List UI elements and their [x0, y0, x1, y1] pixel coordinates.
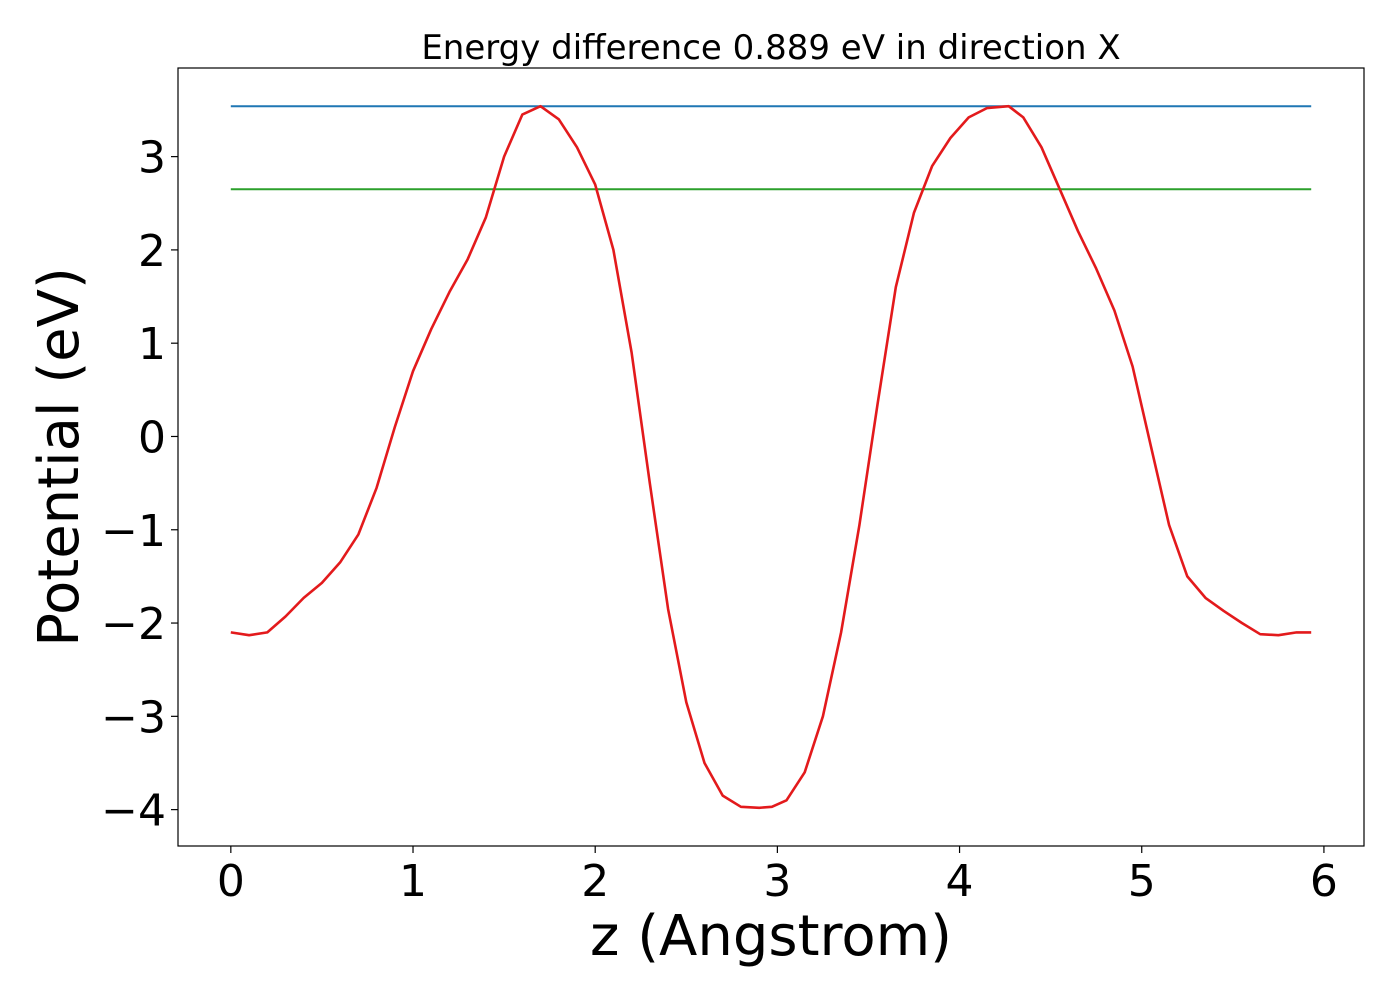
y-tick-label: 1 — [138, 319, 166, 370]
x-tick-label: 2 — [581, 856, 609, 907]
x-tick-label: 0 — [217, 856, 245, 907]
x-tick-label: 5 — [1128, 856, 1156, 907]
series-line-2 — [230, 104, 1312, 810]
x-axis-ticks: 0 1 2 3 4 5 6 — [217, 846, 1338, 907]
x-axis-label: z (Angstrom) — [590, 904, 952, 969]
x-tick-label: 6 — [1310, 856, 1338, 907]
y-tick-label: 2 — [138, 226, 166, 277]
y-tick-label: −1 — [101, 506, 166, 557]
plot-frame — [177, 67, 1365, 847]
y-tick-label: −2 — [101, 599, 166, 650]
x-tick-label: 1 — [399, 856, 427, 907]
x-tick-label: 4 — [946, 856, 974, 907]
y-axis-ticks: −4 −3 −2 −1 0 1 2 3 — [101, 133, 178, 837]
x-tick-label: 3 — [763, 856, 791, 907]
y-tick-label: 0 — [138, 412, 166, 463]
chart-title: Energy difference 0.889 eV in direction … — [421, 28, 1120, 68]
series-layer — [230, 104, 1312, 810]
y-tick-label: 3 — [138, 133, 166, 184]
y-tick-label: −3 — [101, 692, 166, 743]
y-axis-label: Potential (eV) — [27, 267, 92, 647]
plot-background — [178, 68, 1364, 846]
y-tick-label: −4 — [101, 786, 166, 837]
